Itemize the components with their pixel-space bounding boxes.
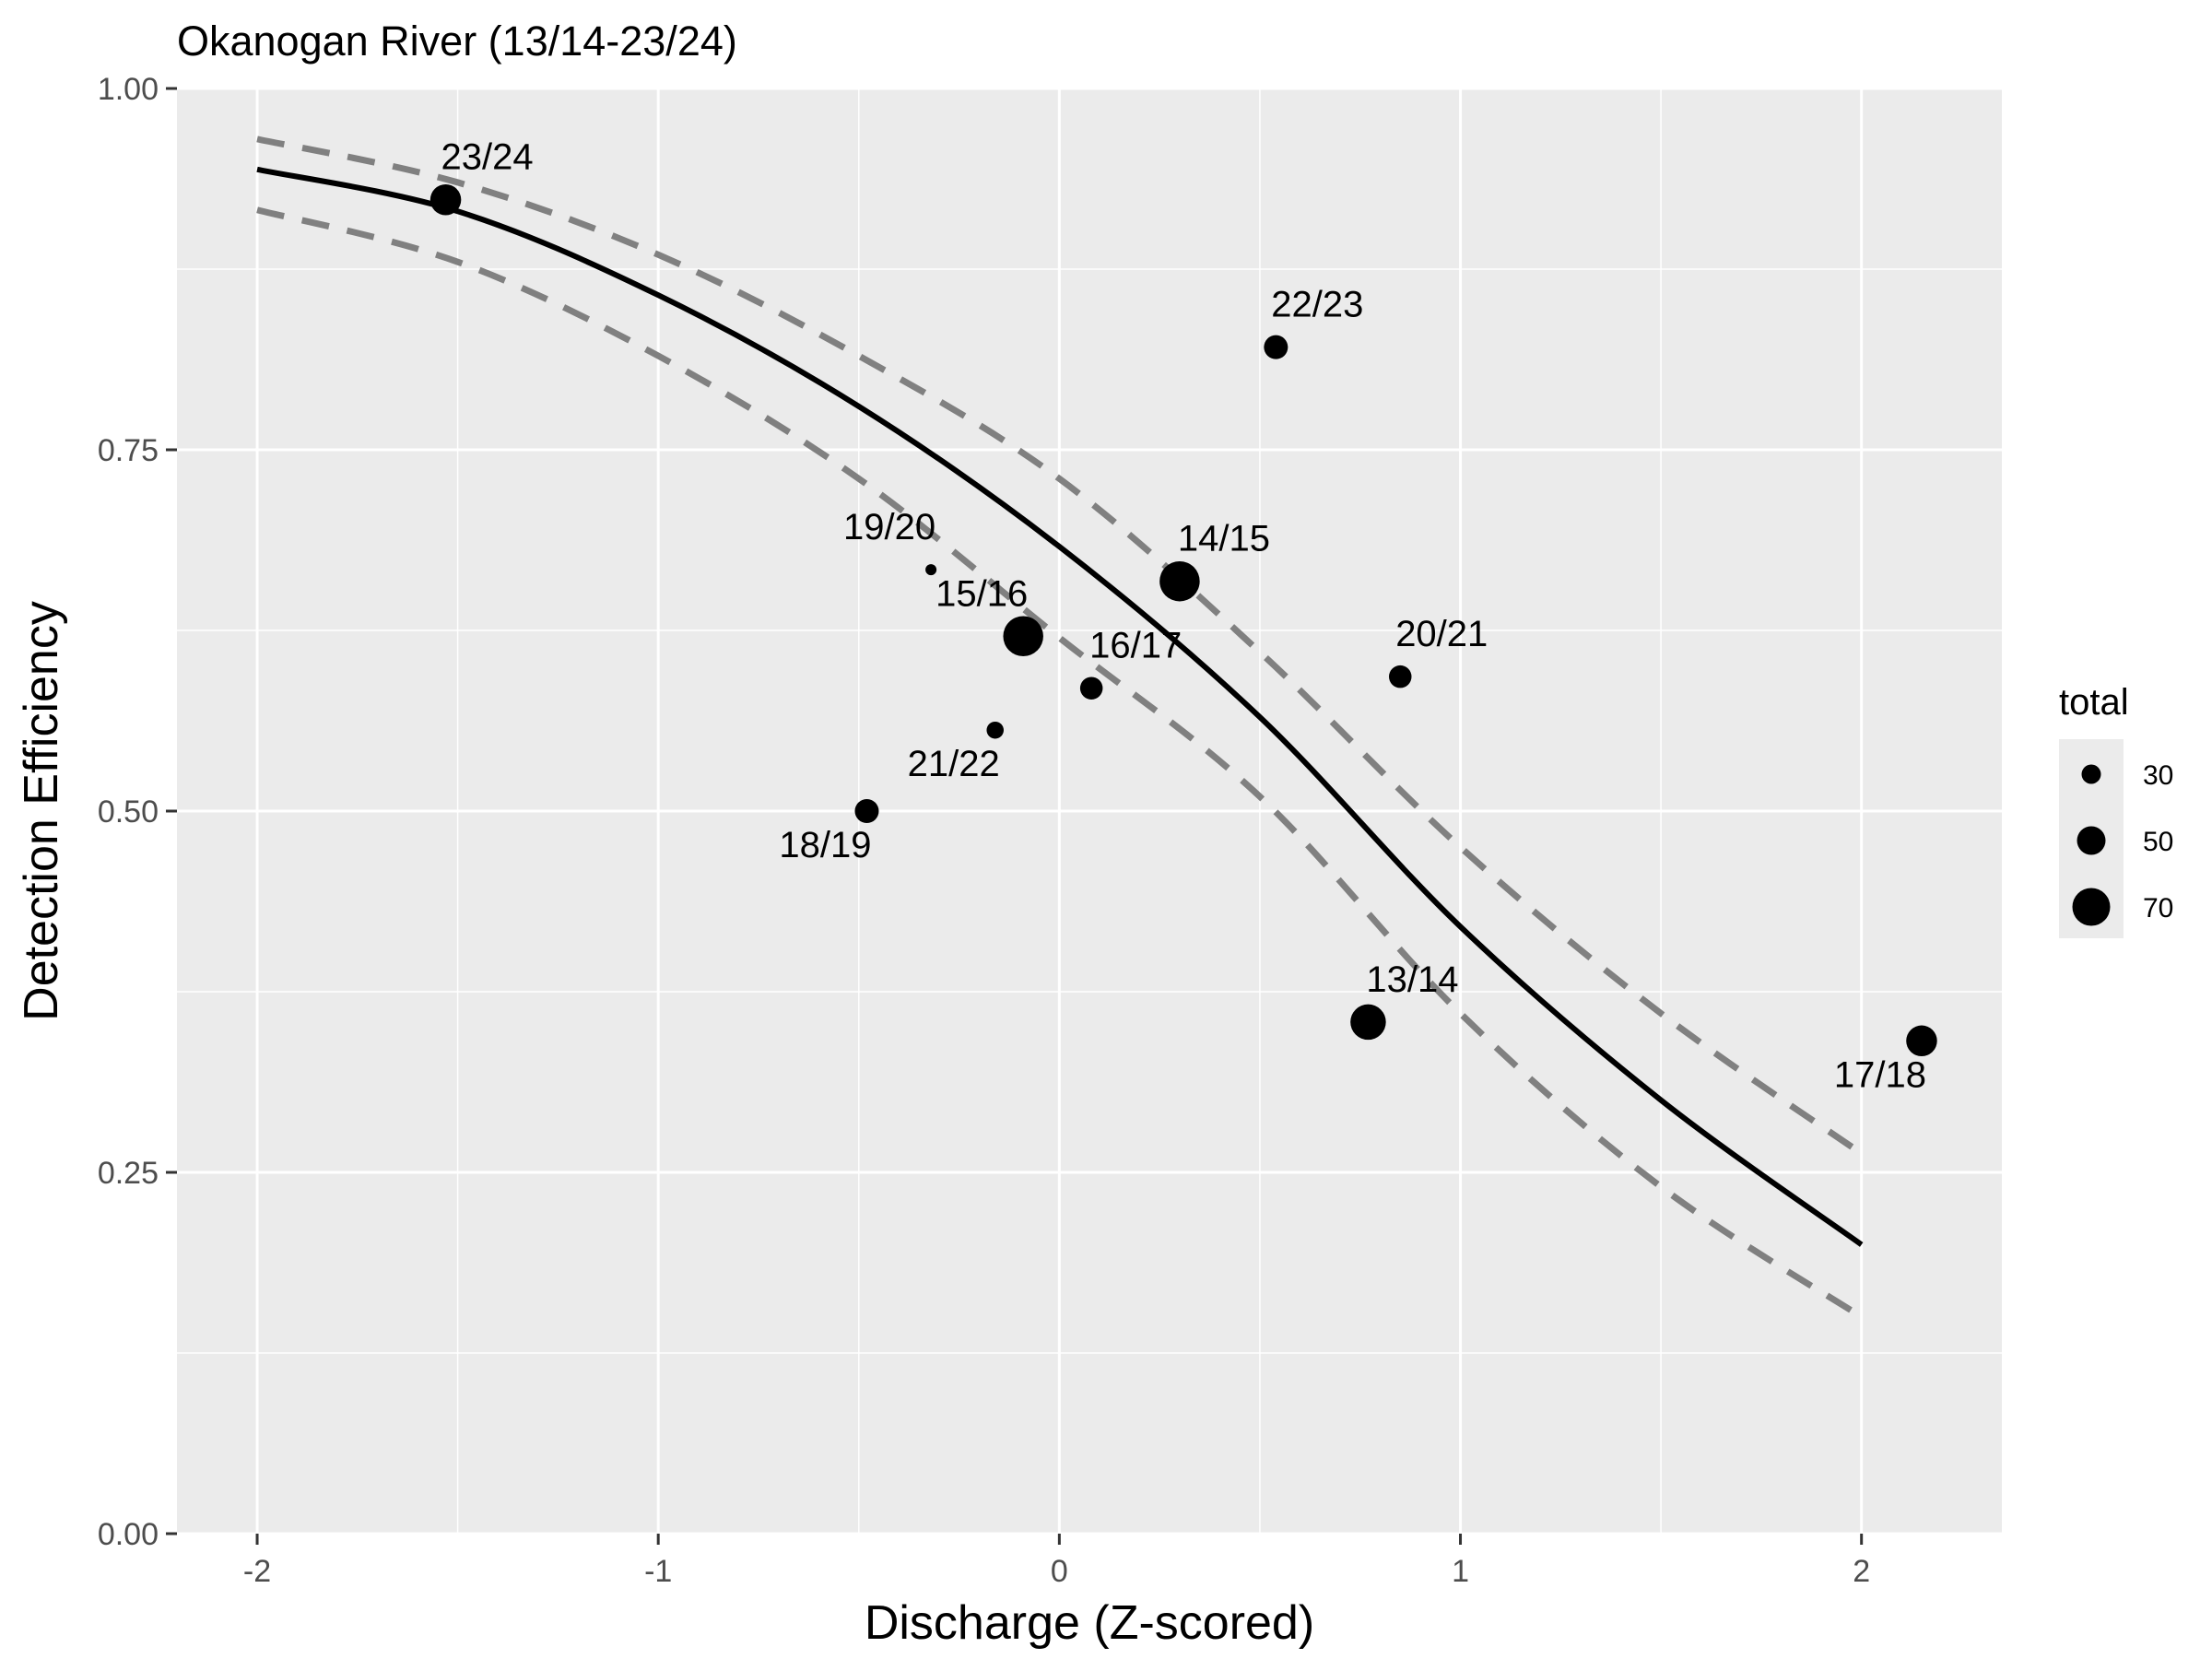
data-point-23-24 bbox=[430, 184, 462, 216]
legend-title: total bbox=[2059, 682, 2129, 723]
data-point-16-17 bbox=[1080, 677, 1103, 700]
y-tick-label: 1.00 bbox=[98, 72, 159, 107]
data-point-21-22 bbox=[986, 722, 1004, 739]
point-label-23-24: 23/24 bbox=[441, 137, 534, 178]
legend-key-70 bbox=[2073, 888, 2111, 926]
data-point-14-15 bbox=[1159, 561, 1200, 602]
x-tick-label: -2 bbox=[243, 1554, 271, 1589]
data-point-20-21 bbox=[1389, 665, 1412, 688]
y-tick-label: 0.75 bbox=[98, 433, 159, 468]
legend-label-50: 50 bbox=[2143, 827, 2173, 857]
y-axis-title: Detection Efficiency bbox=[15, 601, 68, 1021]
point-label-15-16: 15/16 bbox=[935, 573, 1028, 614]
data-point-13-14 bbox=[1350, 1005, 1386, 1041]
point-label-22-23: 22/23 bbox=[1271, 285, 1363, 325]
data-point-15-16 bbox=[1003, 617, 1043, 657]
legend-key-30 bbox=[2082, 765, 2101, 784]
legend: total 30 50 70 bbox=[2059, 682, 2173, 938]
point-label-21-22: 21/22 bbox=[908, 744, 1000, 784]
legend-key-50 bbox=[2077, 827, 2106, 855]
y-tick-label: 0.50 bbox=[98, 794, 159, 830]
x-tick-label: -1 bbox=[644, 1554, 672, 1589]
point-label-14-15: 14/15 bbox=[1178, 519, 1270, 559]
x-tick-label: 2 bbox=[1853, 1554, 1870, 1589]
chart-title: Okanogan River (13/14-23/24) bbox=[177, 18, 737, 65]
x-axis-title: Discharge (Z-scored) bbox=[865, 1596, 1314, 1650]
point-label-18-19: 18/19 bbox=[779, 825, 871, 865]
point-label-16-17: 16/17 bbox=[1089, 626, 1182, 666]
y-axis: 0.00 0.25 0.50 0.75 1.00 bbox=[98, 72, 177, 1552]
x-tick-label: 1 bbox=[1452, 1554, 1469, 1589]
point-label-17-18: 17/18 bbox=[1834, 1054, 1926, 1095]
point-label-19-20: 19/20 bbox=[843, 507, 935, 547]
x-tick-label: 0 bbox=[1051, 1554, 1068, 1589]
legend-label-30: 30 bbox=[2143, 760, 2173, 791]
x-axis: -2 -1 0 1 2 bbox=[243, 1534, 1870, 1589]
legend-label-70: 70 bbox=[2143, 893, 2173, 924]
data-point-17-18 bbox=[1906, 1026, 1937, 1057]
y-tick-label: 0.00 bbox=[98, 1517, 159, 1552]
data-point-18-19 bbox=[854, 799, 878, 823]
point-label-13-14: 13/14 bbox=[1366, 959, 1458, 1000]
point-label-20-21: 20/21 bbox=[1395, 614, 1488, 654]
y-tick-label: 0.25 bbox=[98, 1156, 159, 1191]
data-point-22-23 bbox=[1264, 335, 1288, 359]
